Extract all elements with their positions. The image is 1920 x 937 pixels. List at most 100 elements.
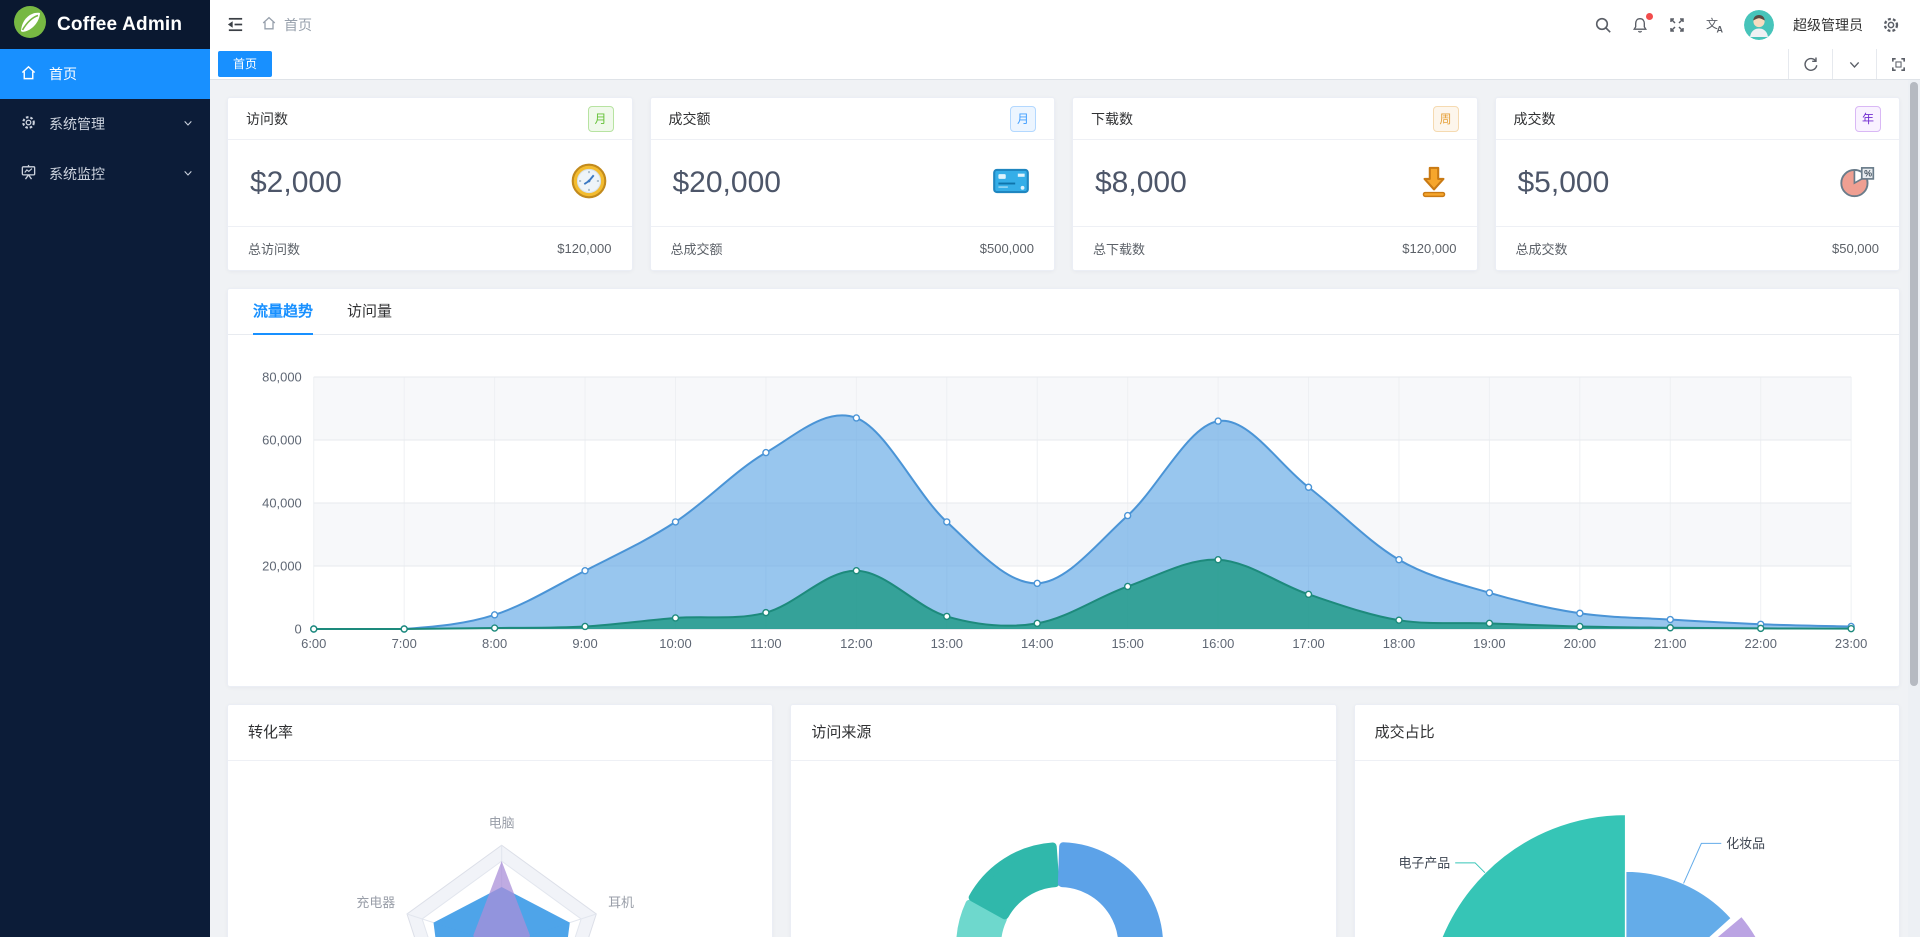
stat-footer-value: $50,000 <box>1832 241 1879 256</box>
stat-card-deals: 成交数 年 $5,000 % 总成交数 $50,000 <box>1494 97 1900 271</box>
series-teal-line <box>313 558 1852 630</box>
y-axis-label: 80,000 <box>262 369 302 384</box>
sidebar-item-system-monitor[interactable]: 系统监控 <box>0 149 210 199</box>
stat-title: 访问数 <box>246 110 288 127</box>
data-point <box>581 622 589 631</box>
pie-slice <box>1440 813 1627 937</box>
data-point <box>1576 622 1584 631</box>
split-area <box>313 377 1852 440</box>
sidebar-item-home[interactable]: 首页 <box>0 49 210 99</box>
sidebar-item-system-management[interactable]: 系统管理 <box>0 99 210 149</box>
chevron-down-icon[interactable] <box>1832 49 1876 79</box>
pie-icon: % <box>1835 160 1877 207</box>
scrollbar-track[interactable] <box>1908 80 1920 937</box>
pie-slice <box>1715 915 1757 937</box>
trend-tabs: 流量趋势 访问量 <box>228 289 1899 335</box>
app-logo: Coffee Admin <box>0 0 210 49</box>
search-icon[interactable] <box>1594 16 1612 34</box>
period-badge[interactable]: 月 <box>587 105 614 132</box>
data-point <box>490 624 499 632</box>
tab-visit-volume[interactable]: 访问量 <box>347 303 393 320</box>
data-point <box>1123 582 1132 591</box>
clock-icon <box>568 160 610 207</box>
tab-home[interactable]: 首页 <box>218 51 273 77</box>
notification-badge <box>1646 12 1653 20</box>
pie-label: 电子产品 <box>1398 855 1450 870</box>
data-point <box>671 614 680 622</box>
pie-chart: 电子产品 化妆品 <box>1398 813 1765 937</box>
data-point <box>1576 609 1584 617</box>
traffic-trend-card: 流量趋势 访问量 0 20,000 40,000 60,000 80,000 6:00 7:… <box>227 288 1900 687</box>
stat-title: 下载数 <box>1091 110 1133 127</box>
sidebar-item-label: 系统管理 <box>49 116 105 132</box>
data-point <box>1214 417 1222 425</box>
scrollbar-thumb[interactable] <box>1910 82 1918 686</box>
breadcrumb[interactable]: 首页 <box>261 15 312 35</box>
stat-footer-label: 总成交数 <box>1515 242 1568 257</box>
x-axis-label: 6:00 <box>301 636 326 651</box>
username[interactable]: 超级管理员 <box>1793 16 1863 33</box>
stats-row: 访问数 月 $2,000 总访问数 $120,000 <box>227 97 1900 271</box>
monitor-icon <box>20 164 37 184</box>
stat-footer-value: $120,000 <box>557 241 612 256</box>
y-axis-label: 60,000 <box>262 432 302 447</box>
data-point <box>671 518 680 526</box>
maximize-icon[interactable] <box>1876 49 1920 79</box>
x-axis-label: 21:00 <box>1654 636 1686 651</box>
segment-teal <box>968 842 1060 920</box>
notification-bell-icon[interactable] <box>1631 12 1653 34</box>
pie-slice <box>1624 870 1733 937</box>
stat-value: $20,000 <box>672 166 781 199</box>
data-point <box>1304 483 1313 491</box>
stat-footer-value: $500,000 <box>979 241 1034 256</box>
data-point <box>943 518 951 526</box>
radar-label: 电脑 <box>489 815 515 830</box>
deal-share-card: 成交占比 电子产品 化妆品 <box>1353 704 1900 937</box>
data-point <box>400 625 408 633</box>
data-point <box>943 612 951 621</box>
fullscreen-icon[interactable] <box>1668 16 1686 34</box>
data-point <box>852 567 861 575</box>
avatar[interactable] <box>1744 9 1774 40</box>
stat-card-downloads: 下载数 周 $8,000 总下载数 $120,000 <box>1072 97 1478 271</box>
data-point <box>1485 589 1494 597</box>
refresh-icon[interactable] <box>1788 49 1832 79</box>
x-axis-label: 13:00 <box>931 636 963 651</box>
x-axis-label: 20:00 <box>1564 636 1596 651</box>
sidebar-fold-icon[interactable] <box>226 15 245 34</box>
svg-text:文: 文 <box>1706 16 1718 31</box>
page-content: 访问数 月 $2,000 总访问数 $120,000 <box>210 80 1920 937</box>
card-title: 成交占比 <box>1354 705 1899 761</box>
stat-value: $8,000 <box>1095 166 1187 199</box>
data-point <box>490 611 499 619</box>
segment-blue <box>1058 842 1164 937</box>
donut-chart <box>956 842 1164 937</box>
data-point <box>852 414 861 422</box>
gear-icon <box>20 114 37 134</box>
tab-traffic-trend[interactable]: 流量趋势 <box>253 300 314 335</box>
chevron-down-icon <box>182 166 194 182</box>
home-icon <box>20 64 37 84</box>
data-point <box>1485 619 1494 628</box>
period-badge[interactable]: 年 <box>1855 105 1881 132</box>
x-axis-label: 12:00 <box>840 636 872 651</box>
data-point <box>1304 590 1313 599</box>
period-badge[interactable]: 月 <box>1010 105 1036 132</box>
x-axis-label: 14:00 <box>1021 636 1053 651</box>
period-badge[interactable]: 周 <box>1432 105 1459 132</box>
x-axis-label: 17:00 <box>1292 636 1324 651</box>
x-axis-label: 23:00 <box>1835 636 1867 651</box>
x-axis-label: 19:00 <box>1473 636 1505 651</box>
stat-card-turnover: 成交额 月 $20,000 总成交额 $500,000 <box>649 97 1055 271</box>
data-point <box>310 625 318 633</box>
data-point <box>581 567 589 575</box>
stat-title: 成交数 <box>1513 110 1556 127</box>
x-axis-label: 7:00 <box>392 636 417 651</box>
gear-icon[interactable] <box>1882 16 1900 34</box>
visit-source-card: 访问来源 <box>790 704 1337 937</box>
